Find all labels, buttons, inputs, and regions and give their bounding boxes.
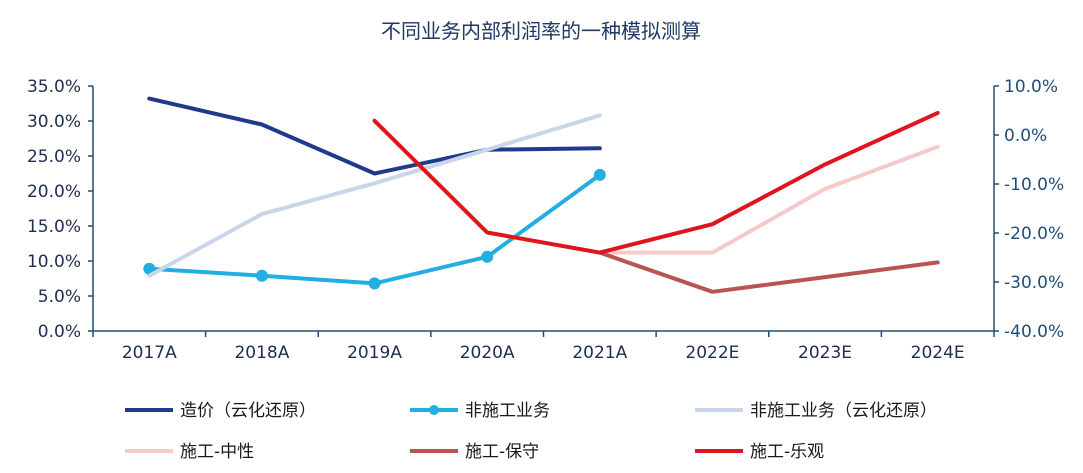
legend-item: 非施工业务（云化还原） [695,401,937,421]
legend-item: 施工-中性 [125,442,254,462]
x-tick-label: 2017A [122,343,177,363]
series-line [147,96,602,176]
right-tick-label: -20.0% [1004,224,1064,244]
legend-label: 造价（云化还原） [180,401,316,421]
legend-label: 施工-乐观 [750,442,824,462]
x-tick-label: 2020A [460,343,515,363]
series-line [147,172,602,286]
left-tick-label: 35.0% [27,77,81,97]
series-line [147,113,602,278]
axes: 0.0% 5.0% 10.0% 15.0% 20.0% 25.0% 30.0% 35.0% -4… [27,77,1064,363]
series-3 [597,144,940,255]
legend-label: 非施工业务（云化还原） [750,401,937,421]
series-line [372,110,940,255]
legend-item: 非施工业务 [410,401,550,421]
chart-title: 不同业务内部利润率的一种模拟测算 [381,19,701,43]
legend-label: 非施工业务 [465,401,550,421]
series-point [481,250,494,263]
legend-item: 造价（云化还原） [125,401,316,421]
series-point [368,277,381,290]
legend-label: 施工-保守 [465,442,539,462]
left-tick-label: 5.0% [38,287,81,307]
series-line [597,250,940,294]
left-tick-label: 0.0% [38,322,81,342]
right-tick-label: -30.0% [1004,273,1064,293]
x-tick-label: 2023E [798,343,852,363]
series-0 [147,96,602,176]
left-tick-label: 25.0% [27,147,81,167]
legend-marker [429,405,439,415]
series-5 [372,110,940,255]
series-2 [147,113,602,278]
x-tick-label: 2022E [685,343,739,363]
x-tick-label: 2018A [234,343,289,363]
series-4 [597,250,940,294]
x-tick-label: 2021A [572,343,627,363]
series-point [143,262,156,275]
series-layer [143,96,940,294]
legend-item: 施工-保守 [410,442,539,462]
series-line [597,144,940,255]
series-point [593,168,606,181]
legend: 造价（云化还原） 非施工业务 非施工业务（云化还原） 施工-中性 施工-保守 施工-乐观 [125,401,937,462]
left-tick-label: 30.0% [27,112,81,132]
right-tick-label: -10.0% [1004,175,1064,195]
right-tick-label: -40.0% [1004,322,1064,342]
left-tick-label: 15.0% [27,217,81,237]
right-tick-label: 10.0% [1004,77,1058,97]
legend-label: 施工-中性 [180,442,254,462]
left-tick-label: 20.0% [27,182,81,202]
x-tick-label: 2019A [347,343,402,363]
legend-item: 施工-乐观 [695,442,824,462]
series-point [255,269,268,282]
series-1 [143,168,606,290]
x-tick-label: 2024E [911,343,965,363]
left-tick-label: 10.0% [27,252,81,272]
right-tick-label: 0.0% [1004,126,1047,146]
